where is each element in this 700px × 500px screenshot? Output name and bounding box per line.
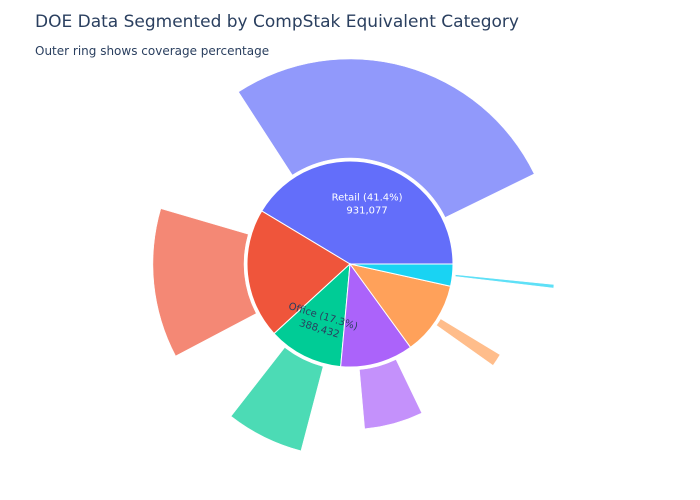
pie-slice[interactable] [273,262,351,368]
slice-label-name: Retail (41.4%) [332,192,403,203]
chart-subtitle: Outer ring shows coverage percentage [35,44,270,58]
outer-ring-bar[interactable] [454,274,555,289]
pie-slice[interactable] [348,263,452,349]
outer-ring-bar[interactable] [230,347,324,452]
pie-slice[interactable] [349,263,454,287]
outer-ring-bar[interactable] [238,58,535,218]
pie-slice[interactable] [246,210,351,335]
outer-ring-bar[interactable] [152,208,257,357]
chart-title: DOE Data Segmented by CompStak Equivalen… [35,12,519,32]
pie-slice[interactable] [340,262,412,368]
slice-label: Retail (41.4%) 931,077 [332,192,403,216]
outer-ring-bar[interactable] [359,359,423,430]
outer-ring-bar[interactable] [436,318,501,366]
pie-slice[interactable] [261,160,454,265]
slice-label-value: 931,077 [346,205,387,216]
